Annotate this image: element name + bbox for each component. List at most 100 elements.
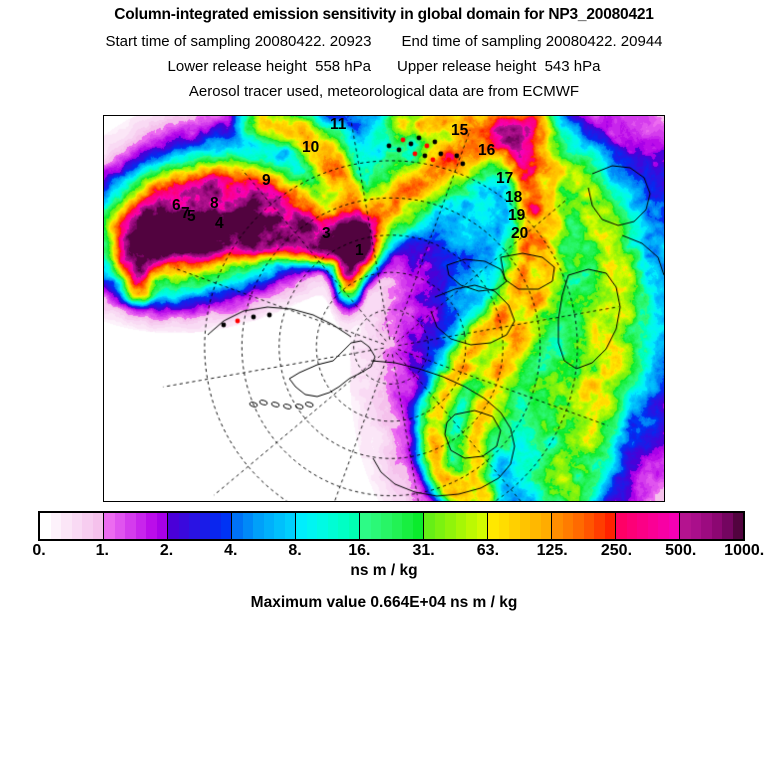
- colorbar-cell: [71, 513, 82, 539]
- sampling-time-line: Start time of sampling 20080422. 20923 En…: [0, 33, 768, 50]
- colorbar-band-10: [680, 513, 743, 539]
- colorbar-cell: [104, 513, 115, 539]
- colorbar-cell: [338, 513, 349, 539]
- colorbar-band-9: [616, 513, 680, 539]
- colorbar-tick-16: 16.: [348, 542, 371, 559]
- colorbar-cell: [220, 513, 231, 539]
- maximum-value-label: Maximum value 0.664E+04 ns m / kg: [250, 594, 518, 611]
- colorbar-cell: [488, 513, 499, 539]
- colorbar-tick-63: 63.: [476, 542, 500, 559]
- colorbar-cell: [327, 513, 338, 539]
- colorbar-cell: [466, 513, 477, 539]
- trajectory-marker-19: 19: [508, 207, 526, 224]
- colorbar-cell: [189, 513, 200, 539]
- release-height-line: Lower release height 558 hPa Upper releas…: [0, 58, 768, 75]
- trajectory-marker-18: 18: [505, 189, 523, 206]
- colorbar-cell: [722, 513, 733, 539]
- colorbar-cell: [360, 513, 371, 539]
- trajectory-marker-17: 17: [496, 170, 514, 187]
- colorbar-cell: [711, 513, 722, 539]
- colorbar-band-6: [424, 513, 488, 539]
- colorbar-cell: [732, 513, 743, 539]
- colorbar-tick-500: 500.: [665, 542, 697, 559]
- colorbar-cell: [125, 513, 136, 539]
- colorbar-units-label: ns m / kg: [350, 562, 418, 579]
- colorbar-cell: [583, 513, 594, 539]
- colorbar-cell: [156, 513, 167, 539]
- colorbar-tick-labels: 0. 1. 2. 4. 8. 16. 31. 63. 125. 250. 500. 1000.: [32, 542, 764, 564]
- colorbar-cell: [348, 513, 359, 539]
- trajectory-marker-1: 1: [355, 242, 364, 259]
- colorbar-cell: [573, 513, 584, 539]
- colorbar-band-3: [232, 513, 296, 539]
- colorbar-cell: [370, 513, 381, 539]
- trajectory-marker-20: 20: [511, 225, 529, 242]
- colorbar-cell: [658, 513, 669, 539]
- colorbar-cell: [626, 513, 637, 539]
- colorbar-tick-31: 31.: [412, 542, 435, 559]
- colorbar-cell: [296, 513, 307, 539]
- colorbar-cell: [690, 513, 701, 539]
- colorbar-cell: [616, 513, 627, 539]
- colorbar-cell: [509, 513, 520, 539]
- colorbar-tick-2: 2.: [159, 542, 174, 559]
- colorbar-cell: [284, 513, 295, 539]
- upper-release-height-label: Upper release height 543 hPa: [397, 58, 601, 75]
- colorbar-cell: [445, 513, 456, 539]
- colorbar-tick-1000: 1000.: [724, 542, 765, 559]
- emission-sensitivity-plume-canvas: [104, 116, 664, 501]
- colorbar-cell: [135, 513, 146, 539]
- colorbar-tick-125: 125.: [536, 542, 568, 559]
- colorbar-cell: [594, 513, 605, 539]
- colorbar-cell: [391, 513, 402, 539]
- end-time-label: End time of sampling 20080422. 20944: [401, 33, 663, 50]
- colorbar-cell: [381, 513, 392, 539]
- colorbar-cell: [540, 513, 551, 539]
- colorbar-cell: [242, 513, 253, 539]
- colorbar-cell: [263, 513, 274, 539]
- colorbar-cell: [402, 513, 413, 539]
- colorbar-tick-8: 8.: [288, 542, 302, 559]
- colorbar-band-0: [40, 513, 104, 539]
- colorbar-cell: [455, 513, 466, 539]
- colorbar-cell: [637, 513, 648, 539]
- colorbar-cell: [668, 513, 679, 539]
- page-title: Column-integrated emission sensitivity i…: [114, 6, 654, 23]
- colorbar-tick-4: 4.: [224, 542, 238, 559]
- trajectory-marker-5: 5: [187, 208, 196, 225]
- colorbar-cell: [476, 513, 487, 539]
- colorbar-cell: [232, 513, 243, 539]
- colorbar-cell: [199, 513, 210, 539]
- colorbar-cell: [274, 513, 285, 539]
- colorbar-cell: [82, 513, 93, 539]
- colorbar-band-5: [360, 513, 424, 539]
- trajectory-marker-7: 7: [181, 205, 190, 222]
- colorbar-cell: [114, 513, 125, 539]
- map-plot-area: 1 3 4 5 6 7 8 9 10 11 15 16 17 18 19 20: [103, 115, 665, 502]
- colorbar-cell: [519, 513, 530, 539]
- trajectory-marker-9: 9: [262, 172, 271, 189]
- colorbar-cell: [168, 513, 179, 539]
- colorbar-cell: [306, 513, 317, 539]
- trajectory-marker-10: 10: [302, 139, 320, 156]
- colorbar-container: 0. 1. 2. 4. 8. 16. 31. 63. 125. 250. 500. 1000.: [32, 511, 764, 559]
- colorbar-cell: [604, 513, 615, 539]
- colorbar-band-1: [104, 513, 168, 539]
- start-time-label: Start time of sampling 20080422. 20923: [105, 33, 372, 50]
- colorbar-band-8: [552, 513, 616, 539]
- trajectory-marker-16: 16: [478, 142, 496, 159]
- trajectory-marker-8: 8: [210, 195, 219, 212]
- colorbar-cell: [146, 513, 157, 539]
- colorbar-tick-1: 1.: [95, 542, 109, 559]
- colorbar-cell: [253, 513, 264, 539]
- colorbar-cell: [552, 513, 563, 539]
- colorbar-cell: [434, 513, 445, 539]
- colorbar-band-4: [296, 513, 360, 539]
- colorbar-cell: [530, 513, 541, 539]
- colorbar-cell: [562, 513, 573, 539]
- trajectory-marker-11: 11: [330, 116, 347, 133]
- tracer-description-label: Aerosol tracer used, meteorological data…: [188, 83, 580, 100]
- colorbar-cell: [680, 513, 691, 539]
- colorbar-band-7: [488, 513, 552, 539]
- trajectory-marker-6: 6: [172, 197, 181, 214]
